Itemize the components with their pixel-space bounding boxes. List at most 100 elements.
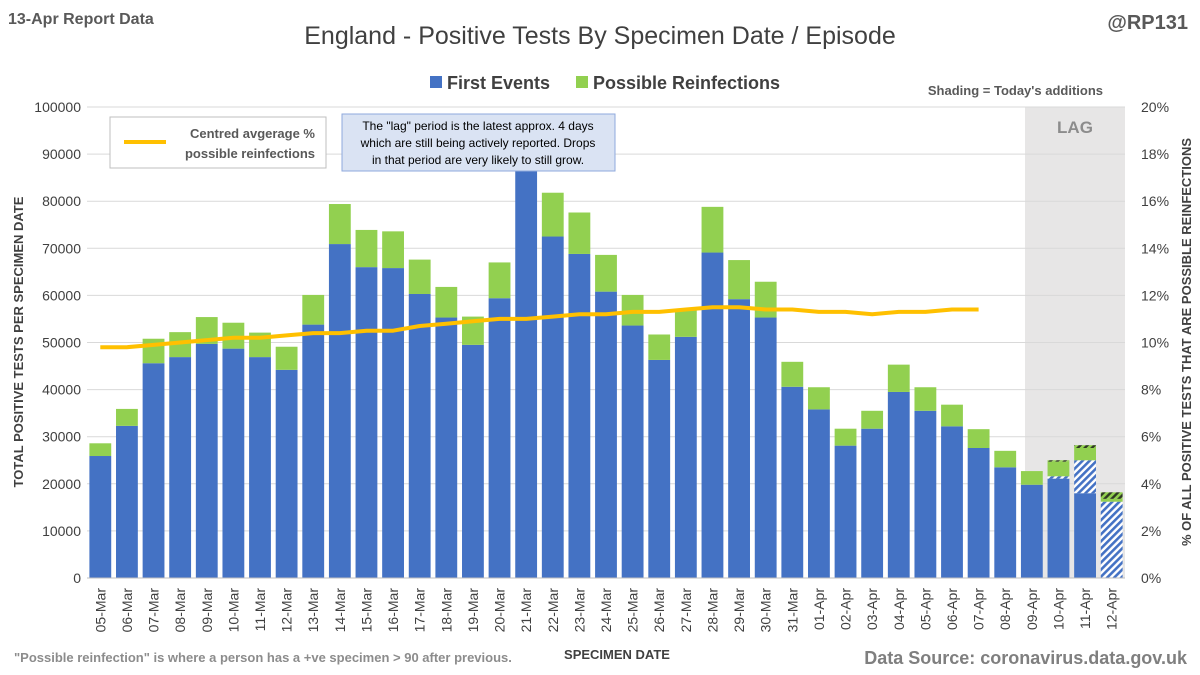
bar-first-events: [621, 325, 644, 578]
bar-reinfections: [941, 404, 963, 427]
bar-reinfections: [701, 206, 724, 253]
bar-reinfections: [169, 332, 192, 358]
chart-title: England - Positive Tests By Specimen Dat…: [304, 22, 896, 50]
x-tick-label: 30-Mar: [758, 588, 774, 633]
y2-tick-labels: 0% 2% 4% 6% 8% 10% 12% 14% 16% 18% 20%: [1141, 99, 1169, 586]
x-tick-label: 01-Apr: [811, 588, 827, 630]
x-tick-label: 02-Apr: [838, 588, 854, 630]
bar-first-events: [488, 298, 511, 578]
lag-note-line1: The "lag" period is the latest approx. 4…: [362, 119, 593, 133]
x-tick-label: 16-Mar: [385, 588, 401, 633]
x-tick-label: 20-Mar: [492, 588, 508, 633]
bar-reinfections: [328, 204, 351, 245]
y-tick-label: 100000: [34, 99, 81, 115]
bar-first-events: [249, 357, 271, 578]
bar-reinfections: [1074, 448, 1096, 461]
x-tick-label: 12-Apr: [1104, 588, 1120, 630]
x-tick-label: 29-Mar: [731, 588, 747, 633]
y2-tick-label: 10%: [1141, 335, 1169, 351]
bar-first-events: [435, 317, 458, 578]
bar-reinfections-addition: [1074, 445, 1096, 449]
bar-first-events: [142, 363, 165, 578]
bar-first-events-addition: [1074, 460, 1096, 494]
bar-first-events: [1047, 478, 1070, 578]
y2-tick-label: 0%: [1141, 570, 1161, 586]
bar-first-events: [1020, 484, 1043, 578]
bar-reinfections: [648, 334, 671, 360]
bar-first-events: [754, 317, 777, 578]
shading-note: Shading = Today's additions: [928, 83, 1103, 98]
y2-tick-label: 8%: [1141, 382, 1161, 398]
bar-reinfections: [222, 322, 245, 349]
bar-first-events: [648, 359, 671, 578]
bar-reinfections: [355, 229, 378, 268]
bar-first-events: [169, 357, 192, 578]
x-tick-label: 03-Apr: [864, 588, 880, 630]
y2-tick-label: 14%: [1141, 240, 1169, 256]
y-tick-label: 30000: [42, 429, 81, 445]
bar-reinfections: [914, 387, 937, 411]
x-tick-label: 06-Apr: [944, 588, 960, 630]
bar-first-events: [382, 268, 404, 578]
avg-reinfection-line: [100, 305, 979, 350]
bar-first-events: [834, 445, 857, 578]
bar-reinfections-addition: [1047, 460, 1070, 462]
x-tick-label: 11-Mar: [252, 588, 268, 632]
series-legend: First Events Possible Reinfections: [430, 73, 780, 93]
y-tick-label: 10000: [42, 523, 81, 539]
bar-first-events: [541, 236, 564, 578]
legend-swatch-reinf: [576, 76, 588, 88]
bar-reinfections: [808, 387, 830, 410]
bar-reinfections: [568, 212, 591, 254]
x-tick-label: 27-Mar: [678, 588, 694, 633]
bar-reinfections: [1047, 461, 1070, 477]
y2-tick-label: 18%: [1141, 146, 1169, 162]
bar-reinfections: [1100, 498, 1123, 502]
x-tick-label: 07-Mar: [146, 588, 162, 633]
bar-first-events: [568, 253, 591, 578]
x-tick-label: 13-Mar: [305, 588, 321, 633]
bar-reinfections: [861, 410, 884, 429]
x-tick-label: 09-Mar: [199, 588, 215, 633]
bars: [89, 118, 1123, 579]
bar-reinfections: [781, 361, 804, 387]
y2-tick-label: 4%: [1141, 476, 1161, 492]
bar-reinfections: [994, 450, 1017, 468]
bar-first-events: [808, 409, 830, 578]
bar-first-events: [914, 410, 937, 578]
bar-first-events: [728, 299, 750, 578]
x-tick-label: 14-Mar: [332, 588, 348, 633]
bar-first-events-addition: [1100, 501, 1123, 578]
bar-first-events-addition: [1047, 476, 1070, 479]
legend-label-reinf: Possible Reinfections: [593, 73, 780, 93]
bar-reinfections: [728, 260, 750, 300]
x-tick-label: 15-Mar: [358, 588, 374, 633]
x-tick-label: 25-Mar: [625, 588, 641, 633]
x-tick-label: 22-Mar: [545, 588, 561, 633]
x-tick-label: 10-Mar: [225, 588, 241, 633]
y2-tick-label: 16%: [1141, 193, 1169, 209]
bar-reinfections: [275, 346, 298, 370]
bar-first-events: [116, 425, 138, 578]
y-tick-label: 70000: [42, 240, 81, 256]
bar-reinfections: [195, 317, 218, 344]
y-tick-label: 50000: [42, 335, 81, 351]
bar-reinfections: [967, 429, 990, 449]
x-tick-label: 08-Mar: [172, 588, 188, 633]
y-tick-label: 20000: [42, 476, 81, 492]
y-tick-label: 0: [73, 570, 81, 586]
lag-note: The "lag" period is the latest approx. 4…: [341, 113, 616, 172]
bar-first-events: [408, 293, 431, 578]
bar-reinfections: [541, 192, 564, 237]
x-tick-label: 17-Mar: [412, 588, 428, 633]
x-tick-label: 06-Mar: [119, 588, 135, 633]
y2-tick-label: 20%: [1141, 99, 1169, 115]
x-tick-label: 26-Mar: [651, 588, 667, 633]
bar-reinfections: [89, 443, 112, 457]
x-tick-label: 18-Mar: [438, 588, 454, 633]
bar-first-events: [515, 168, 538, 579]
y-tick-labels: 0 10000 20000 30000 40000 50000 60000 70000 8000…: [34, 99, 81, 586]
x-tick-label: 05-Apr: [917, 588, 933, 630]
bar-reinfections-addition: [1100, 492, 1123, 499]
bar-first-events: [195, 343, 218, 578]
